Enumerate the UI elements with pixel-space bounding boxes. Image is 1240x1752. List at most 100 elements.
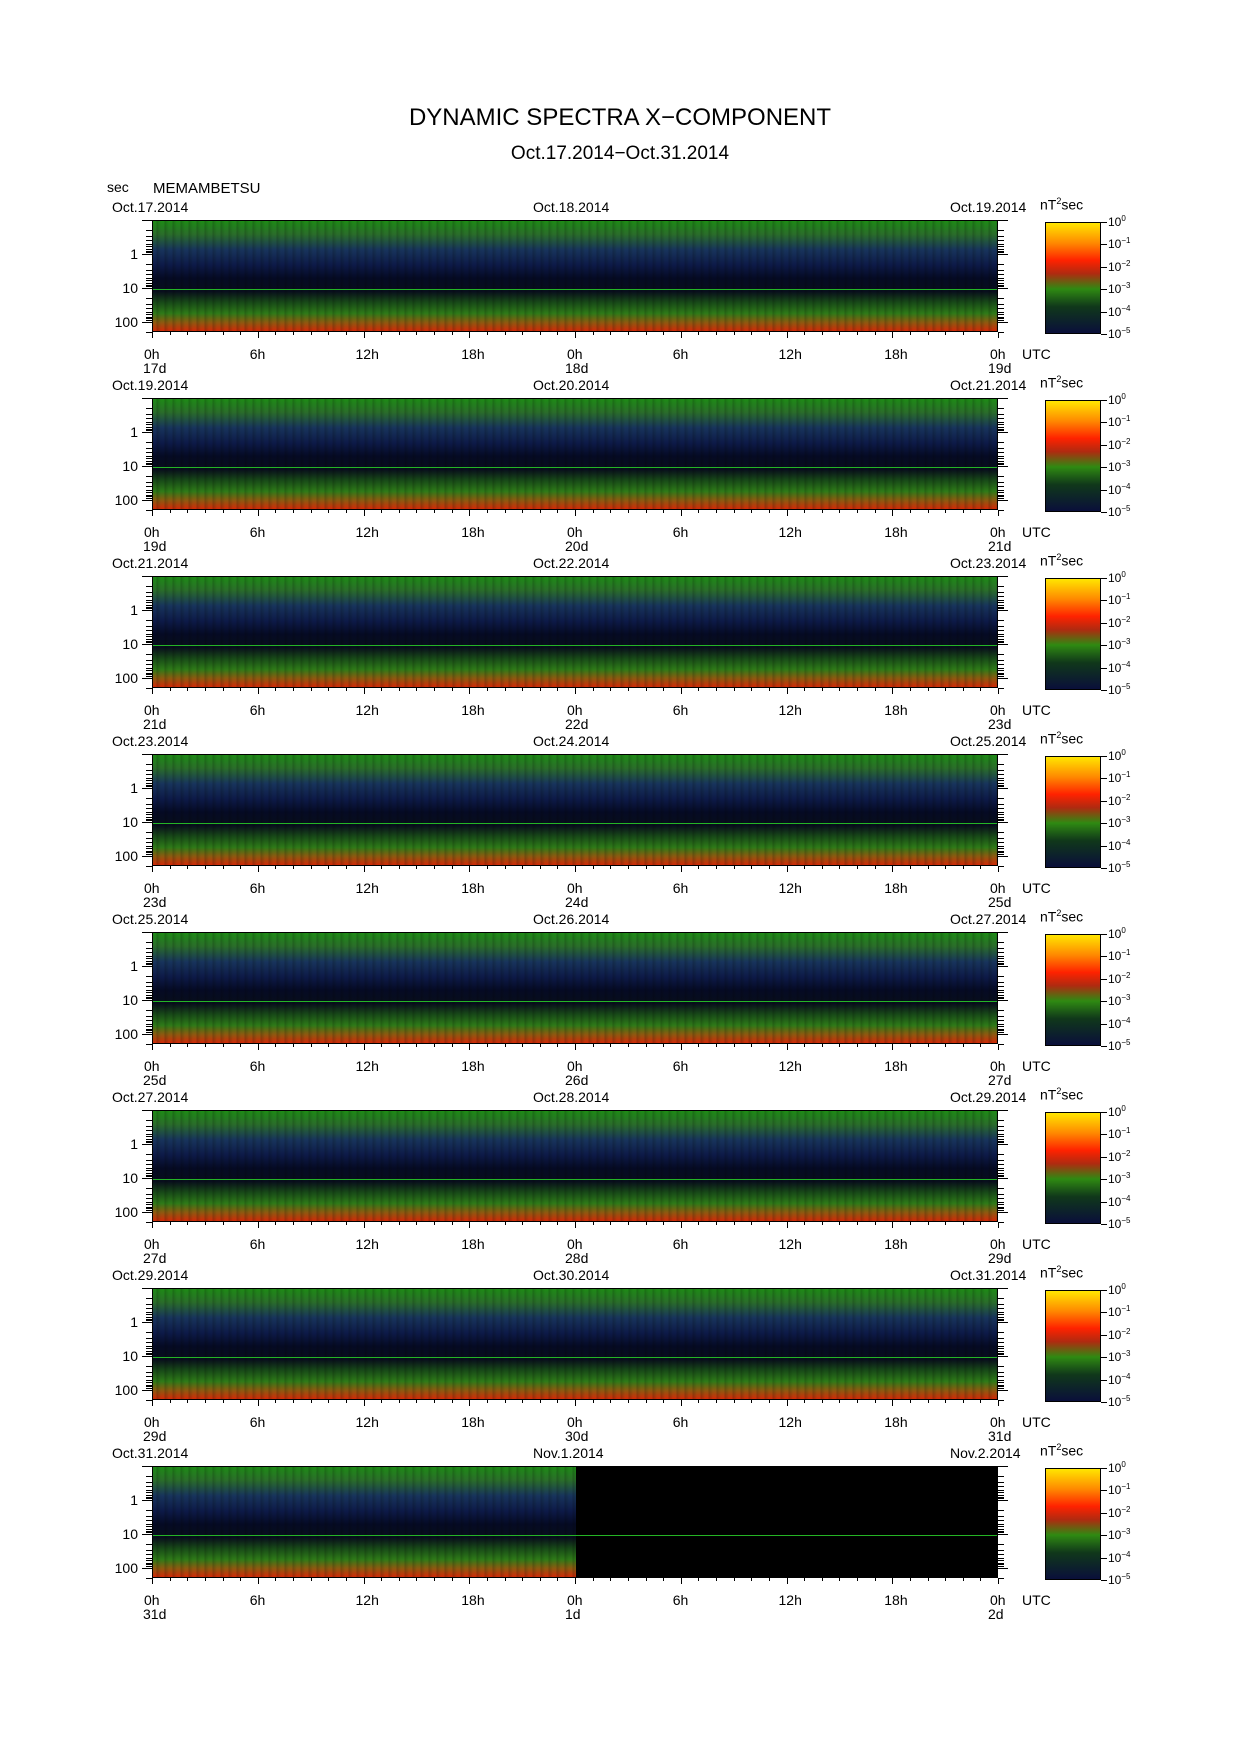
x-minor-tick [804, 1044, 806, 1047]
x-minor-tick [751, 866, 753, 869]
x-tick [892, 1222, 894, 1228]
x-tick [257, 866, 259, 872]
y-tick [146, 850, 152, 852]
x-minor-tick [451, 866, 453, 869]
y-tick [998, 1298, 1004, 1300]
y-tick [142, 499, 152, 501]
colorbar-tick [1101, 1312, 1107, 1314]
x-tick [998, 866, 999, 872]
y-tick [146, 1566, 152, 1568]
y-tick [998, 660, 1004, 662]
x-minor-tick [716, 1400, 717, 1403]
x-minor-tick [945, 688, 947, 691]
x-minor-tick [345, 1222, 347, 1225]
y-tick [142, 253, 152, 255]
x-minor-tick [804, 1578, 806, 1581]
x-minor-tick [169, 1400, 171, 1403]
y-tick [998, 638, 1004, 640]
y-tick [998, 962, 1004, 964]
x-minor-tick [451, 332, 453, 335]
y-tick [998, 642, 1004, 644]
y-tick [146, 1316, 152, 1318]
x-minor-tick [909, 332, 911, 335]
x-minor-tick [733, 1222, 735, 1225]
y-tick [998, 1366, 1004, 1368]
y-tick [998, 1206, 1004, 1208]
y-tick [998, 240, 1004, 242]
x-minor-tick [610, 332, 612, 335]
x-tick [786, 1578, 788, 1584]
x-minor-tick [592, 688, 594, 691]
x-minor-tick [222, 866, 224, 869]
x-minor-tick [768, 510, 770, 513]
y-tick [998, 1020, 1004, 1022]
x-minor-tick [434, 1400, 435, 1403]
y-tick [146, 630, 152, 632]
y-tick [998, 424, 1004, 426]
y-tick [146, 1528, 152, 1530]
y-tick [146, 460, 152, 462]
day-label-mid: 20d [565, 538, 589, 554]
colorbar-tick-label: 10−2 [1108, 1148, 1131, 1164]
x-tick-label: 0h [567, 702, 583, 718]
y-tick [998, 430, 1004, 432]
colorbar-tick-label: 10−5 [1108, 860, 1131, 875]
panel-date-mid: Oct.20.2014 [533, 377, 610, 393]
x-minor-tick [733, 1578, 735, 1581]
colorbar-tick [1101, 222, 1107, 223]
x-minor-tick [293, 1044, 294, 1047]
x-minor-tick [768, 1578, 770, 1581]
colorbar-tick-label: 10−3 [1108, 637, 1131, 653]
x-tick-label: 12h [778, 1592, 802, 1608]
x-tick [469, 510, 471, 516]
y-tick [146, 462, 152, 464]
x-tick [786, 1044, 788, 1050]
spectral-line [153, 1534, 997, 1536]
colorbar-unit-label: nT2sec [1040, 730, 1084, 747]
y-tick [142, 431, 152, 433]
y-tick [146, 1376, 152, 1378]
y-tick [142, 398, 152, 399]
x-minor-tick [998, 1222, 999, 1225]
x-minor-tick [716, 1578, 717, 1581]
x-minor-tick [980, 866, 982, 869]
x-tick-label: 0h [567, 1058, 583, 1074]
x-minor-tick [610, 1400, 612, 1403]
colorbar-tick [1101, 756, 1107, 757]
y-tick [998, 688, 1004, 689]
x-minor-tick [575, 1044, 576, 1047]
x-minor-tick [927, 866, 929, 869]
x-minor-tick [962, 866, 964, 869]
x-tick-label: 6h [249, 1414, 266, 1430]
y-tick [146, 1020, 152, 1022]
y-tick [146, 1026, 152, 1028]
x-minor-tick [434, 866, 435, 869]
y-tick [142, 855, 152, 857]
y-tick [146, 311, 152, 313]
y-tick [142, 1355, 152, 1357]
spectrogram-plot [152, 1288, 998, 1400]
colorbar-tick [1101, 422, 1107, 424]
y-tick [998, 1544, 1004, 1546]
y-tick [998, 1466, 1008, 1467]
y-tick [998, 1376, 1004, 1378]
x-tick [575, 332, 576, 338]
y-tick [146, 816, 152, 818]
x-minor-tick [663, 1400, 665, 1403]
x-minor-tick [381, 1578, 383, 1581]
x-tick [363, 332, 365, 338]
day-label-mid: 1d [565, 1606, 581, 1622]
colorbar-tick-label: 100 [1108, 392, 1126, 407]
y-tick [998, 989, 1004, 991]
x-tick-label: 6h [672, 346, 689, 362]
x-minor-tick [733, 688, 735, 691]
x-minor-tick [751, 510, 753, 513]
y-tick [146, 1308, 152, 1310]
x-minor-tick [945, 332, 947, 335]
y-tick [998, 1314, 1004, 1316]
x-minor-tick [275, 1044, 277, 1047]
x-minor-tick [645, 510, 647, 513]
y-tick [146, 274, 152, 276]
colorbar-unit-label: nT2sec [1040, 908, 1084, 925]
colorbar-tick-label: 10−4 [1108, 481, 1131, 497]
